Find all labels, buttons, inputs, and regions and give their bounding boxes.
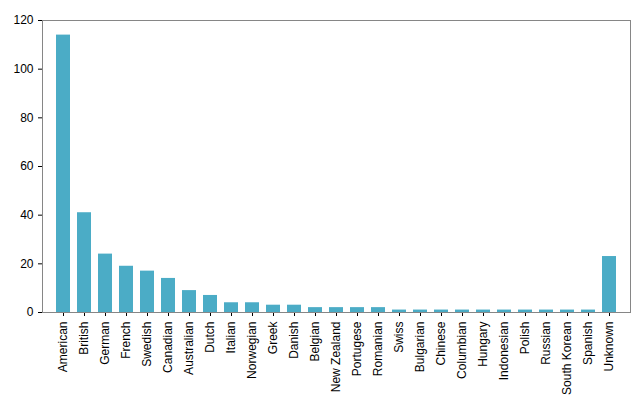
svg-text:Spanish: Spanish (581, 322, 595, 365)
svg-text:120: 120 (13, 13, 33, 27)
svg-text:Norwegian: Norwegian (245, 322, 259, 379)
svg-text:60: 60 (20, 159, 34, 173)
svg-text:French: French (119, 322, 133, 359)
svg-text:Danish: Danish (287, 322, 301, 359)
svg-text:Swedish: Swedish (140, 322, 154, 367)
svg-text:Australian: Australian (182, 322, 196, 375)
svg-text:80: 80 (20, 111, 34, 125)
svg-text:South Korean: South Korean (560, 322, 574, 395)
svg-text:British: British (77, 322, 91, 355)
svg-text:Polish: Polish (518, 322, 532, 355)
svg-text:20: 20 (20, 257, 34, 271)
svg-text:Hungary: Hungary (476, 322, 490, 367)
svg-text:Indonesian: Indonesian (497, 322, 511, 381)
svg-text:Dutch: Dutch (203, 322, 217, 353)
svg-text:German: German (98, 322, 112, 365)
svg-text:Greek: Greek (266, 321, 280, 355)
svg-text:Canadian: Canadian (161, 322, 175, 373)
svg-text:Portugese: Portugese (350, 321, 364, 376)
svg-text:Columbian: Columbian (455, 322, 469, 379)
svg-text:40: 40 (20, 208, 34, 222)
svg-text:American: American (56, 322, 70, 373)
svg-text:0: 0 (27, 305, 34, 319)
svg-text:Italian: Italian (224, 322, 238, 354)
svg-text:Russian: Russian (539, 322, 553, 365)
svg-text:100: 100 (13, 62, 33, 76)
svg-text:Swiss: Swiss (392, 322, 406, 353)
svg-text:Bulgarian: Bulgarian (413, 322, 427, 373)
svg-text:New Zealand: New Zealand (329, 322, 343, 393)
svg-text:Romanian: Romanian (371, 322, 385, 377)
svg-text:Unknown: Unknown (602, 322, 616, 372)
svg-text:Chinese: Chinese (434, 321, 448, 365)
svg-text:Belgian: Belgian (308, 322, 322, 362)
